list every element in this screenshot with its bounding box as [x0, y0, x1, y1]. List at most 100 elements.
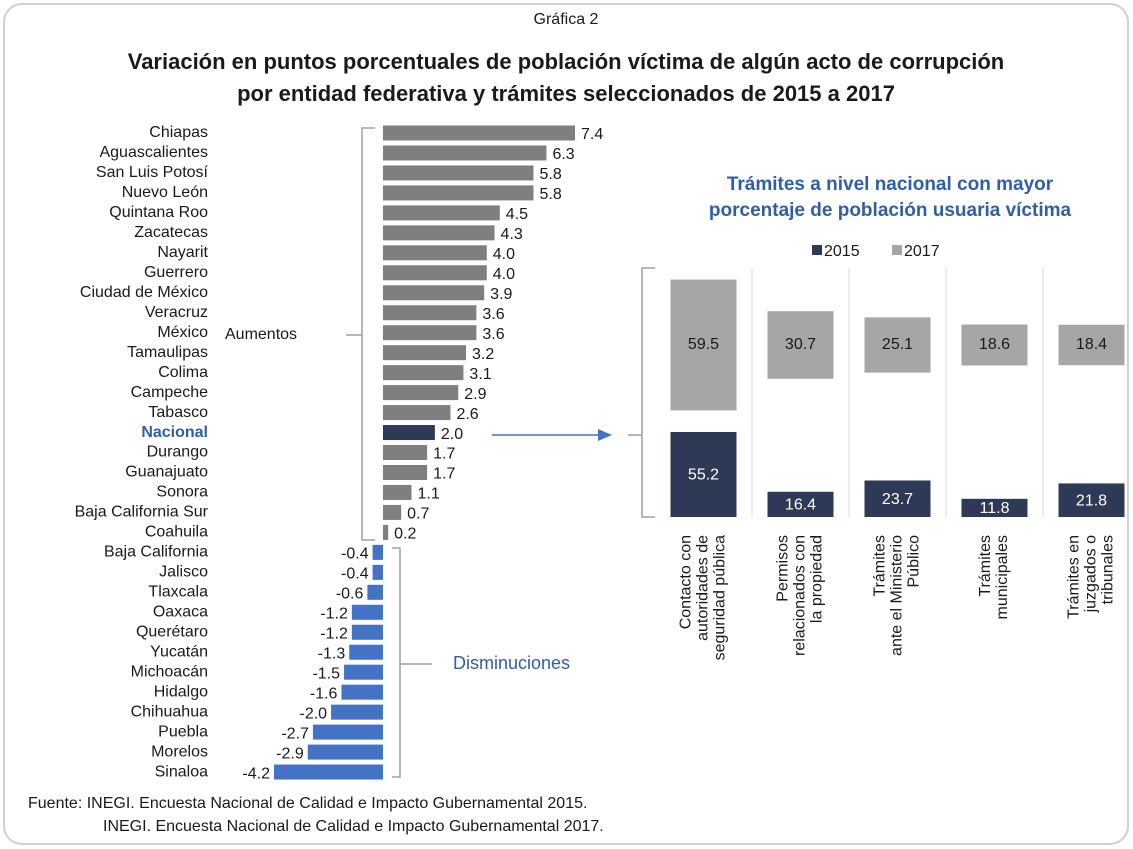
value-label: -2.9: [276, 745, 304, 762]
category-label: Oaxaca: [153, 603, 208, 620]
bar: [372, 544, 383, 560]
value-label: 1.7: [433, 446, 455, 463]
category-label: Baja California: [104, 544, 208, 561]
subtitle: Trámites a nivel nacional con mayor: [727, 174, 1054, 195]
source: Fuente: INEGI. Encuesta Nacional de Cali…: [28, 795, 587, 812]
category-label: Guanajuato: [125, 464, 208, 481]
bar: [382, 484, 412, 500]
bar: [382, 245, 487, 261]
category-label: Trámites: [977, 535, 994, 597]
bar: [382, 524, 389, 540]
value-label: 16.4: [785, 497, 816, 514]
value-label: -1.6: [310, 685, 338, 702]
value-label: 25.1: [882, 336, 913, 353]
value-label: 1.1: [418, 486, 440, 503]
bar: [767, 491, 834, 517]
category-label: Zacatecas: [134, 224, 208, 241]
legend-swatch: [812, 245, 822, 255]
annotation: Disminuciones: [453, 653, 570, 673]
bar: [382, 305, 477, 321]
value-label: 18.4: [1076, 336, 1107, 353]
subtitle: porcentaje de población usuaria víctima: [709, 200, 1072, 221]
value-label: 5.8: [539, 166, 561, 183]
chart-label: Gráfica 2: [534, 11, 599, 28]
bar: [382, 145, 547, 161]
value-label: 3.6: [482, 326, 504, 343]
bar: [382, 165, 534, 181]
bar: [382, 125, 575, 141]
category-label: juzgados o: [1083, 535, 1100, 613]
category-label: Ciudad de México: [80, 284, 208, 301]
annotation: Aumentos: [225, 326, 297, 343]
category-label: Público: [906, 535, 923, 588]
category-label: la propiedad: [809, 535, 826, 623]
category-label: Quintana Roo: [109, 204, 208, 221]
bar: [1058, 324, 1125, 366]
category-label: Coahuila: [145, 524, 208, 541]
category-label: Chihuahua: [131, 703, 209, 720]
value-label: 4.0: [493, 266, 515, 283]
value-label: -0.4: [341, 546, 369, 563]
bar: [367, 584, 383, 600]
legend-label: 2017: [904, 243, 940, 260]
bar: [351, 604, 383, 620]
bar: [382, 405, 451, 421]
value-label: -1.2: [320, 605, 348, 622]
category-label: Durango: [147, 444, 208, 461]
category-label: Puebla: [158, 723, 208, 740]
value-label: 3.9: [490, 286, 512, 303]
bar: [351, 624, 383, 640]
bar: [344, 664, 383, 680]
value-label: 5.8: [539, 186, 561, 203]
bar: [864, 480, 931, 517]
category-label: Contacto con: [678, 535, 695, 629]
value-label: 6.3: [552, 146, 574, 163]
value-label: 3.6: [482, 306, 504, 323]
brackets: [346, 127, 655, 778]
bar: [382, 285, 485, 301]
bar: [341, 684, 383, 700]
category-label: Tabasco: [148, 404, 208, 421]
bar: [382, 265, 487, 281]
bar: [331, 704, 383, 720]
category-label: Guerrero: [144, 264, 208, 281]
category-label: Colima: [158, 364, 208, 381]
category-label: Sinaloa: [155, 763, 208, 780]
legend-swatch: [892, 245, 902, 255]
value-label: 1.7: [433, 466, 455, 483]
bar: [382, 425, 435, 441]
bar: [670, 279, 737, 411]
bar: [382, 325, 477, 341]
category-label: Tlaxcala: [148, 584, 208, 601]
bar: [767, 311, 834, 379]
value-label: 3.1: [469, 366, 491, 383]
category-label: Hidalgo: [154, 683, 208, 700]
category-label: San Luis Potosí: [96, 164, 209, 181]
category-label: Nuevo León: [122, 184, 208, 201]
value-label: -2.7: [281, 725, 309, 742]
category-label: Trámites: [872, 535, 889, 597]
bar: [382, 345, 467, 361]
category-label: Nayarit: [157, 244, 208, 261]
value-label: 55.2: [688, 467, 719, 484]
value-label: 30.7: [785, 336, 816, 353]
bar: [670, 431, 737, 517]
value-label: 11.8: [980, 500, 1010, 517]
value-label: -1.5: [312, 665, 340, 682]
bar: [382, 205, 500, 221]
category-label: seguridad pública: [712, 535, 729, 661]
value-label: 21.8: [1076, 492, 1107, 509]
bar: [307, 744, 383, 760]
category-label: Aguascalientes: [99, 144, 208, 161]
value-label: 4.5: [506, 206, 528, 223]
category-label: Querétaro: [136, 623, 208, 640]
value-label: 0.7: [407, 506, 429, 523]
value-label: -0.6: [336, 586, 364, 603]
category-label: Morelos: [151, 743, 208, 760]
value-label: 4.0: [493, 246, 515, 263]
chart-title: por entidad federativa y trámites selecc…: [237, 81, 895, 106]
frame: [3, 3, 1129, 845]
value-label: 18.6: [979, 336, 1010, 353]
category-label: Sonora: [156, 484, 208, 501]
category-label: relacionados con: [792, 535, 809, 656]
